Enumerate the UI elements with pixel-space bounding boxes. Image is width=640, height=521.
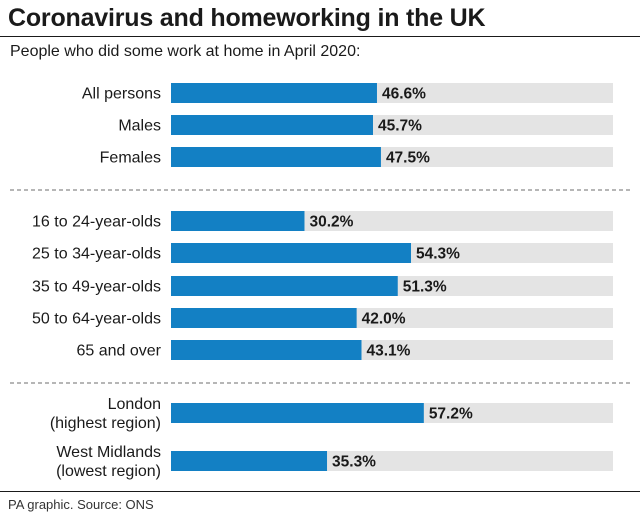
- value-label: 54.3%: [416, 246, 460, 263]
- bar: [171, 211, 305, 231]
- value-label: 46.6%: [382, 86, 426, 103]
- bar: [171, 276, 398, 296]
- bar: [171, 308, 357, 328]
- chart-title: Coronavirus and homeworking in the UK: [8, 4, 486, 32]
- bar: [171, 147, 381, 167]
- category-label: 25 to 34-year-olds: [32, 246, 161, 263]
- category-label: 50 to 64-year-olds: [32, 311, 161, 328]
- chart-subtitle: People who did some work at home in Apri…: [10, 43, 361, 60]
- bar: [171, 340, 362, 360]
- source-note: PA graphic. Source: ONS: [8, 497, 154, 512]
- value-label: 47.5%: [386, 150, 430, 167]
- bar: [171, 243, 412, 263]
- value-label: 42.0%: [362, 311, 406, 328]
- bar: [171, 451, 328, 471]
- category-label: 16 to 24-year-olds: [32, 214, 161, 231]
- category-label: Females: [100, 150, 161, 167]
- category-label: 65 and over: [76, 343, 161, 360]
- value-label: 43.1%: [367, 343, 411, 360]
- footer-rule: [0, 491, 640, 492]
- category-label: London: [108, 396, 161, 413]
- category-label: Males: [118, 118, 161, 135]
- category-label: West Midlands: [56, 444, 161, 461]
- value-label: 51.3%: [403, 279, 447, 296]
- category-label: (lowest region): [56, 463, 161, 480]
- category-label: (highest region): [50, 415, 161, 432]
- title-rule: [0, 36, 640, 37]
- value-label: 57.2%: [429, 406, 473, 423]
- value-label: 45.7%: [378, 118, 422, 135]
- category-label: 35 to 49-year-olds: [32, 279, 161, 296]
- bar: [171, 115, 373, 135]
- bar: [171, 83, 377, 103]
- value-label: 35.3%: [332, 454, 376, 471]
- value-label: 30.2%: [309, 214, 353, 231]
- bar: [171, 403, 424, 423]
- category-label: All persons: [82, 86, 161, 103]
